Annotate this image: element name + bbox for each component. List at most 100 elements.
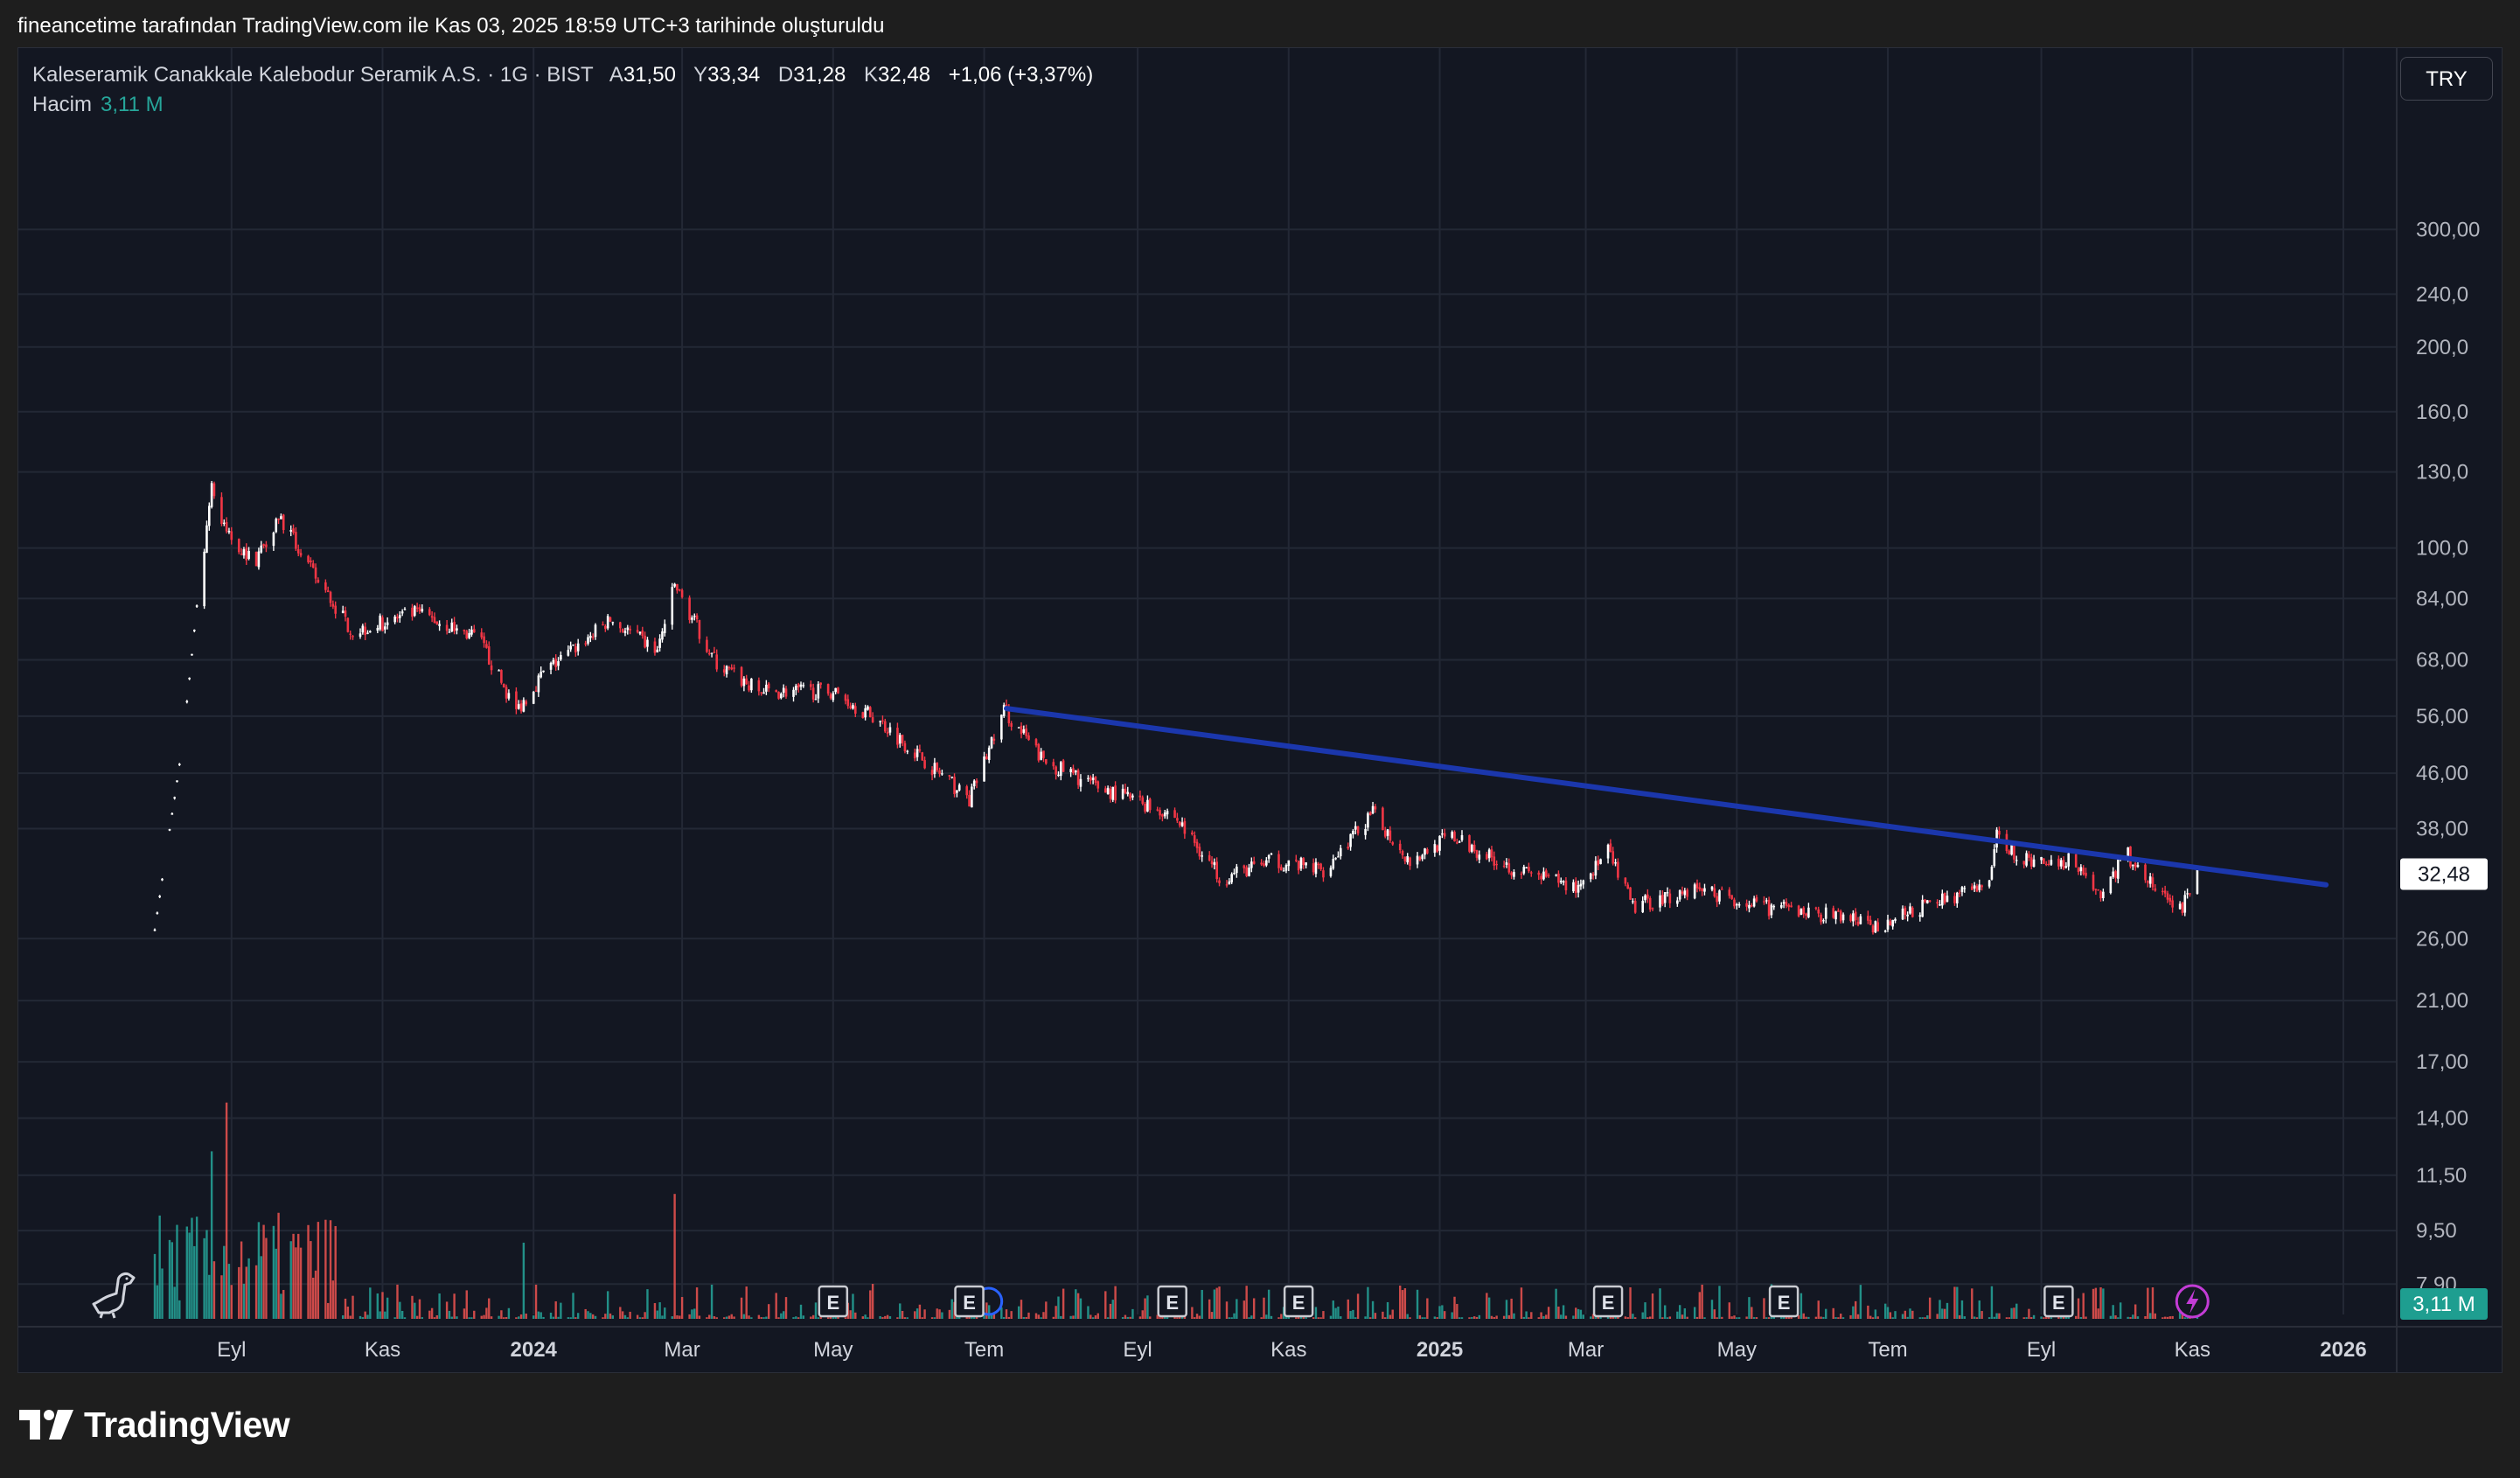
volume-bar <box>914 1311 916 1319</box>
volume-bar <box>1883 1303 1887 1319</box>
candle-body <box>1698 887 1702 889</box>
volume-bar <box>2117 1317 2120 1319</box>
candle-body <box>1424 848 1426 855</box>
candle-body <box>883 721 887 732</box>
legend-volume-label[interactable]: Hacim <box>32 93 93 116</box>
legend-symbol[interactable]: Kaleseramik Canakkale Kalebodur Seramik … <box>32 63 594 87</box>
candle-body <box>2127 847 2129 860</box>
candle-body <box>853 706 857 715</box>
volume-bar <box>1678 1305 1681 1319</box>
candle-body <box>757 680 761 692</box>
candlestick-chart[interactable]: E E E E E E E 300,00 240,0 200,0 160,0 130,0 100,0 8… <box>18 48 2503 1373</box>
volume-bar <box>780 1313 783 1319</box>
volume-bar <box>1891 1317 1894 1319</box>
volume-bar <box>1106 1317 1110 1319</box>
volume-bar <box>1055 1306 1057 1319</box>
volume-bar <box>1250 1315 1253 1319</box>
tradingview-brand[interactable]: TradingView <box>19 1403 290 1447</box>
candle-body <box>972 780 976 787</box>
candle-body <box>525 701 528 705</box>
candle-body <box>750 678 753 691</box>
candle-body <box>1936 902 1939 904</box>
volume-bar <box>2079 1317 2083 1319</box>
candle-body <box>733 667 735 669</box>
volume-bar <box>240 1241 243 1319</box>
candle-body <box>1305 862 1307 866</box>
volume-bar <box>1507 1314 1511 1319</box>
candle-body <box>1993 848 1996 867</box>
candle-body <box>483 636 485 644</box>
candle-body <box>480 632 484 638</box>
candle-body <box>1579 883 1583 887</box>
candle-body <box>1215 861 1218 880</box>
volume-bar <box>2025 1317 2028 1319</box>
y-tick-label: 100,0 <box>2416 537 2468 561</box>
volume-bar <box>1525 1311 1528 1319</box>
volume-bar <box>1329 1315 1333 1319</box>
candle-body <box>2082 868 2085 875</box>
volume-bar <box>861 1316 864 1319</box>
volume-bar <box>1000 1307 1003 1319</box>
candle-body <box>2147 881 2149 883</box>
volume-bar <box>1426 1298 1429 1319</box>
candle-body <box>1730 895 1733 899</box>
volume-bar <box>376 1293 379 1319</box>
candle-body <box>296 548 300 554</box>
volume-bar <box>1990 1286 1994 1319</box>
candle-body <box>1874 921 1877 933</box>
volume-bar <box>1513 1313 1515 1319</box>
volume-bar <box>161 1268 164 1319</box>
volume-bar <box>1040 1317 1042 1319</box>
candle-body <box>2094 889 2098 890</box>
volume-bar <box>1198 1315 1201 1319</box>
chart-panel[interactable]: E E E E E E E 300,00 240,0 200,0 160,0 130,0 100,0 8… <box>17 47 2503 1373</box>
volume-bar <box>503 1317 505 1319</box>
volume-bar <box>795 1316 797 1319</box>
volume-bar <box>1752 1317 1756 1319</box>
volume-bar <box>1668 1316 1672 1319</box>
candle-body <box>2074 854 2078 868</box>
candle-body <box>1374 805 1377 810</box>
candle-body <box>1507 863 1511 873</box>
volume-bar <box>533 1315 535 1319</box>
candle-body <box>1010 723 1013 727</box>
candle-body <box>361 625 365 633</box>
candle-body <box>727 667 731 669</box>
volume-bar <box>210 1151 213 1319</box>
candle-body <box>1659 895 1661 908</box>
volume-bar <box>1356 1293 1360 1319</box>
candle-body <box>725 666 728 675</box>
candle-body <box>341 610 345 614</box>
candle-body <box>896 728 899 745</box>
volume-bar <box>1728 1302 1731 1319</box>
volume-bar <box>1894 1311 1897 1319</box>
volume-bar <box>1817 1300 1820 1319</box>
currency-button[interactable]: TRY <box>2400 57 2493 101</box>
volume-bar <box>587 1311 589 1319</box>
candle-body <box>644 635 646 648</box>
volume-bar <box>1825 1308 1827 1319</box>
candle-body <box>760 692 763 694</box>
candle-body <box>1389 830 1392 841</box>
volume-bar <box>1834 1317 1837 1319</box>
earnings-marker-box <box>1283 1285 1314 1318</box>
volume-bar <box>1634 1317 1637 1319</box>
candle-body <box>1800 909 1803 916</box>
volume-bar <box>519 1314 523 1319</box>
candle-body <box>1683 890 1687 896</box>
candle-body <box>1693 884 1696 899</box>
candle-body <box>272 532 275 547</box>
volume-bar <box>576 1313 580 1319</box>
volume-bar <box>1572 1315 1575 1319</box>
volume-bar <box>1270 1315 1273 1319</box>
last-volume-tag <box>2400 1288 2488 1320</box>
tradingview-wordmark: TradingView <box>84 1404 290 1445</box>
earnings-marker-box <box>954 1285 985 1318</box>
candle-body <box>307 555 310 562</box>
candle-body <box>222 522 226 524</box>
volume-bar <box>411 1295 414 1319</box>
volume-bar <box>658 1302 661 1319</box>
candle-body <box>445 624 449 631</box>
volume-bar <box>156 1285 159 1319</box>
candle-body <box>1528 867 1530 872</box>
